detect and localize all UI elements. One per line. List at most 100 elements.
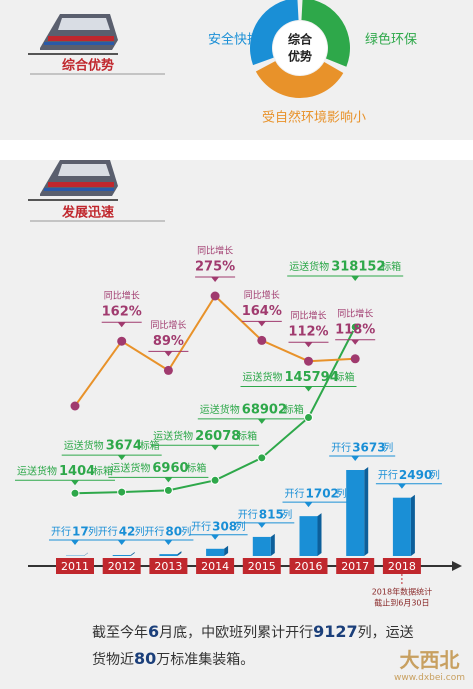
- bar-side: [364, 467, 369, 556]
- train-icon: [28, 14, 118, 55]
- point-label-unit: 标箱: [237, 429, 257, 442]
- x-tick-label: 2013: [154, 560, 182, 573]
- point: [210, 475, 220, 485]
- point-label-pointer: [257, 418, 266, 424]
- growth-label: 118%: [335, 322, 375, 337]
- x-tick-label: 2018: [388, 560, 416, 573]
- bar-label-pointer: [304, 502, 313, 508]
- footer-text-part: 月底，中欧班列累计开行: [159, 625, 314, 641]
- bar-side: [224, 545, 229, 556]
- year-box: [102, 558, 141, 574]
- point-label-prefix: 运送货物: [289, 260, 329, 273]
- bar-label-pointer: [211, 534, 220, 540]
- point-label: 1404: [59, 464, 95, 479]
- x-tick-label: 2014: [201, 560, 229, 573]
- year-box: [242, 558, 281, 574]
- advantage-label: 受自然环境影响小: [262, 110, 366, 126]
- bar-side: [84, 552, 88, 556]
- section-title: 综合优势: [62, 58, 114, 74]
- bar-label: 815: [259, 507, 284, 521]
- x-tick-label: 2012: [108, 560, 136, 573]
- year-box: [56, 558, 94, 574]
- train-icon: [28, 160, 118, 201]
- bar-side: [270, 533, 275, 556]
- point-label-unit: 标箱: [284, 403, 304, 416]
- growth-label: 112%: [288, 325, 328, 340]
- bar-label-prefix: 开行: [285, 487, 305, 500]
- year-box: [382, 558, 421, 574]
- bar-label: 308: [212, 519, 237, 533]
- point: [210, 291, 220, 301]
- donut-center-label: 综合: [288, 32, 313, 47]
- advantage-label: 绿色环保: [365, 32, 417, 48]
- bar-label-pointer: [164, 540, 173, 545]
- footer-number: 6: [148, 622, 160, 641]
- watermark-url: www.dxbei.com: [394, 673, 465, 683]
- bar-label-unit: 列: [430, 469, 440, 482]
- donut-segment: [255, 61, 344, 99]
- growth-pointer: [164, 351, 173, 357]
- footer-number: 80: [134, 649, 157, 668]
- bar-label-prefix: 开行: [191, 520, 211, 533]
- bar-side: [177, 551, 182, 556]
- bar-side: [317, 513, 322, 556]
- point: [117, 487, 127, 497]
- point: [70, 401, 80, 411]
- footer-number: 9127: [313, 622, 358, 641]
- point-label: 6960: [152, 461, 188, 476]
- bar-label-unit: 列: [181, 525, 191, 538]
- year-box: [196, 558, 235, 574]
- bar-label-unit: 列: [337, 487, 347, 500]
- bar-label-prefix: 开行: [144, 525, 164, 538]
- point-label-prefix: 运送货物: [243, 370, 283, 383]
- bar-label-prefix: 开行: [238, 508, 258, 521]
- year-box: [149, 558, 188, 574]
- growth-label: 164%: [242, 304, 282, 319]
- bar-label: 17: [72, 525, 89, 539]
- point: [350, 322, 360, 332]
- x-tick-label: 2017: [341, 560, 369, 573]
- bar-label-pointer: [257, 522, 266, 528]
- note: 截止到6月30日: [374, 598, 429, 608]
- note: 2018年数据统计: [372, 587, 432, 597]
- point-label-prefix: 运送货物: [153, 429, 193, 442]
- year-box: [336, 558, 375, 574]
- point: [163, 485, 173, 495]
- bar: [159, 554, 178, 556]
- growth-label: 89%: [153, 334, 184, 349]
- point-label: 145794: [285, 370, 339, 385]
- donut-segment: [301, 0, 350, 67]
- point-label-pointer: [71, 480, 79, 486]
- point: [304, 356, 313, 366]
- bar-label-unit: 列: [135, 525, 145, 538]
- point-label-unit: 标箱: [93, 464, 113, 477]
- bar-label-prefix: 开行: [98, 525, 118, 538]
- point-label-unit: 标箱: [186, 461, 206, 474]
- point-label-pointer: [117, 455, 126, 461]
- bar-label-prefix: 开行: [378, 469, 398, 482]
- growth-caption: 同比增长: [337, 307, 373, 319]
- bar-label-pointer: [117, 540, 126, 545]
- bar: [392, 497, 411, 556]
- point-label-pointer: [211, 445, 220, 451]
- point: [117, 336, 127, 346]
- point: [257, 453, 267, 463]
- bar: [112, 555, 131, 556]
- bar-label-prefix: 开行: [331, 441, 351, 454]
- x-tick-label: 2015: [248, 560, 276, 573]
- bar-side: [410, 494, 415, 556]
- point-label-prefix: 运送货物: [17, 464, 57, 477]
- growth-pointer: [257, 321, 266, 327]
- point: [304, 412, 313, 422]
- point-label-pointer: [351, 276, 360, 281]
- watermark-name: 大西北: [399, 648, 460, 672]
- donut: [249, 0, 350, 99]
- bar-label-pointer: [397, 483, 406, 489]
- advantage-label: 安全快捷: [208, 32, 260, 48]
- bar-label-unit: 列: [236, 520, 246, 533]
- point-label: 3674: [106, 439, 142, 454]
- growth-caption: 同比增长: [290, 310, 326, 322]
- point: [257, 335, 267, 345]
- bar: [252, 536, 271, 556]
